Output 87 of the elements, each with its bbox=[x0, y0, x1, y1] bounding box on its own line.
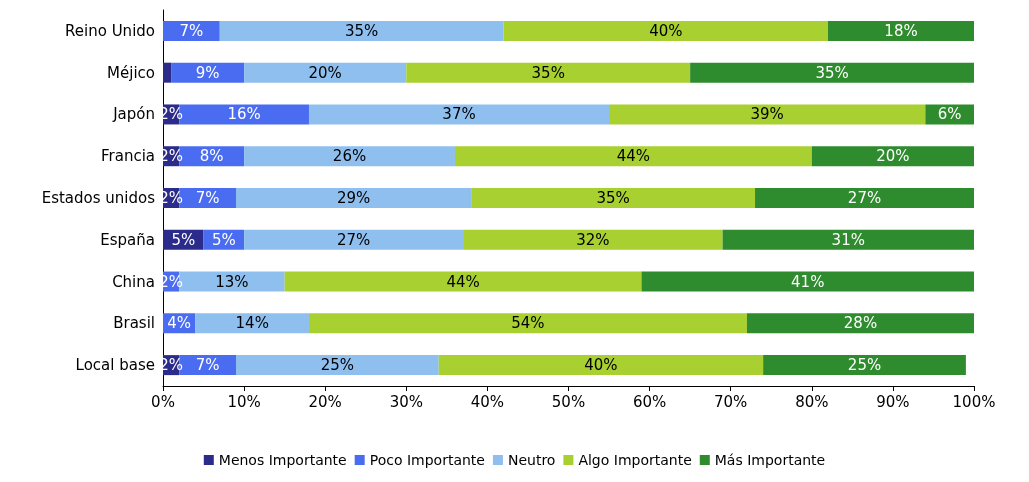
bar bbox=[746, 313, 974, 334]
y-tick-label: Estados unidos bbox=[41, 189, 156, 207]
bar bbox=[503, 20, 829, 41]
data-label: 39% bbox=[750, 105, 784, 124]
data-label: 27% bbox=[847, 189, 882, 207]
data-label: 8% bbox=[199, 147, 224, 166]
bar bbox=[690, 62, 974, 83]
x-tick-label: 60% bbox=[632, 392, 667, 411]
data-label: 18% bbox=[884, 21, 918, 40]
bar bbox=[284, 271, 642, 292]
y-tick-label: Local base bbox=[75, 356, 155, 375]
bar bbox=[722, 229, 974, 250]
bar bbox=[308, 104, 610, 125]
bar bbox=[406, 62, 691, 83]
data-label: 29% bbox=[336, 189, 371, 207]
data-label: 25% bbox=[320, 356, 355, 375]
bar bbox=[463, 229, 723, 250]
data-label: 35% bbox=[815, 63, 849, 82]
data-label: 16% bbox=[227, 105, 261, 124]
bar bbox=[763, 355, 966, 376]
data-label: 5% bbox=[211, 230, 236, 249]
data-label: 13% bbox=[215, 272, 249, 291]
data-label: 40% bbox=[649, 21, 683, 40]
bar bbox=[219, 20, 504, 41]
bar bbox=[641, 271, 974, 292]
bar bbox=[811, 146, 974, 167]
bar bbox=[471, 188, 756, 208]
bar bbox=[438, 355, 764, 376]
data-label: 44% bbox=[446, 272, 480, 291]
bar bbox=[609, 104, 926, 125]
data-label: 41% bbox=[791, 272, 825, 291]
bar bbox=[235, 355, 439, 376]
x-tick-label: 100% bbox=[952, 392, 996, 411]
legend-label: Poco Importante bbox=[369, 452, 485, 468]
bar bbox=[755, 188, 974, 208]
data-label: 7% bbox=[179, 21, 204, 40]
data-label: 35% bbox=[531, 63, 565, 82]
data-label: 14% bbox=[235, 314, 269, 333]
data-label: 6% bbox=[937, 105, 962, 124]
y-tick-label: Reino Unido bbox=[65, 21, 155, 40]
y-tick-label: Méjico bbox=[107, 63, 155, 82]
y-tick-label: China bbox=[112, 272, 155, 291]
data-label: 7% bbox=[195, 189, 220, 207]
data-label: 37% bbox=[442, 105, 476, 124]
bar bbox=[454, 146, 812, 167]
y-tick-label: Japón bbox=[112, 105, 155, 124]
data-label: 5% bbox=[171, 230, 196, 249]
data-label: 26% bbox=[332, 147, 367, 166]
data-label: 27% bbox=[336, 230, 371, 249]
data-label: 40% bbox=[584, 356, 618, 375]
data-label: 32% bbox=[576, 230, 610, 249]
y-tick-label: Brasil bbox=[113, 314, 155, 333]
x-tick-label: 90% bbox=[876, 392, 910, 411]
legend-label: Más Importante bbox=[714, 452, 826, 468]
data-label: 28% bbox=[843, 314, 878, 333]
x-tick-label: 0% bbox=[151, 392, 175, 411]
data-label: 9% bbox=[195, 63, 220, 82]
data-label: 20% bbox=[308, 63, 342, 82]
data-label: 7% bbox=[195, 356, 220, 375]
bar bbox=[244, 146, 455, 167]
bar bbox=[244, 229, 464, 250]
bar bbox=[163, 62, 172, 83]
x-tick-label: 40% bbox=[470, 392, 505, 411]
x-tick-label: 10% bbox=[227, 392, 261, 411]
bar bbox=[828, 20, 974, 41]
data-label: 35% bbox=[345, 21, 379, 40]
bar bbox=[308, 313, 747, 334]
data-label: 44% bbox=[616, 147, 651, 166]
x-tick-label: 30% bbox=[389, 392, 423, 411]
x-tick-label: 20% bbox=[308, 392, 342, 411]
data-label: 25% bbox=[847, 356, 882, 375]
bar bbox=[235, 188, 472, 208]
y-tick-label: Francia bbox=[100, 147, 155, 166]
data-label: 35% bbox=[596, 189, 630, 207]
data-label: 4% bbox=[167, 314, 192, 333]
data-label: 54% bbox=[511, 314, 545, 333]
bar bbox=[195, 313, 309, 334]
x-tick-label: 80% bbox=[795, 392, 829, 411]
x-tick-label: 70% bbox=[714, 392, 748, 411]
legend-label: Neutro bbox=[507, 452, 556, 468]
data-label: 31% bbox=[831, 230, 865, 249]
data-label: 20% bbox=[876, 147, 910, 166]
x-tick-label: 50% bbox=[551, 392, 586, 411]
legend-label: Menos Importante bbox=[218, 452, 347, 468]
legend-label: Algo Importante bbox=[578, 452, 692, 468]
bar bbox=[244, 62, 407, 83]
y-tick-label: España bbox=[100, 230, 155, 249]
